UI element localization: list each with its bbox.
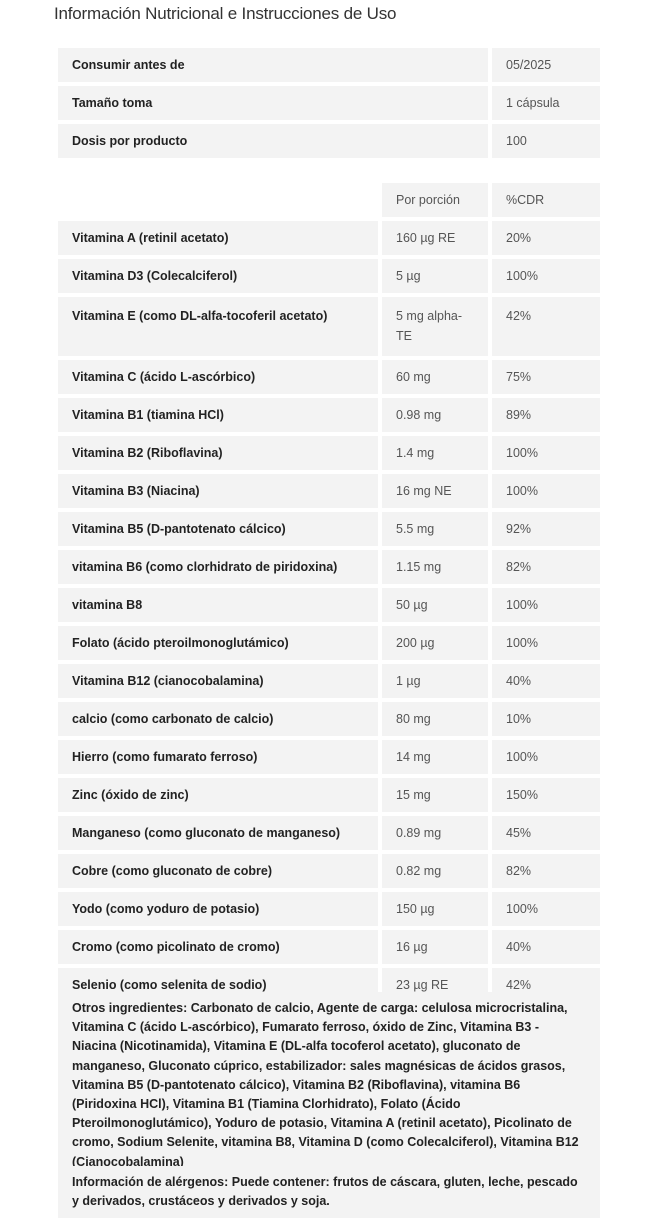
info-value: 05/2025 [492,48,600,82]
nutrient-name: vitamina B8 [58,588,378,622]
nutrient-amount: 200 µg [382,626,488,660]
nutrient-row: vitamina B6 (como clorhidrato de piridox… [58,550,600,584]
nutrient-amount: 0.98 mg [382,398,488,432]
nutrient-cdr: 100% [492,588,600,622]
nutrient-name: Yodo (como yoduro de potasio) [58,892,378,926]
nutrient-cdr: 10% [492,702,600,736]
nutrient-row: Vitamina B3 (Niacina) 16 mg NE 100% [58,474,600,508]
nutrient-cdr: 45% [492,816,600,850]
nutrient-amount: 5 mg alpha-TE [382,297,488,356]
nutrient-name: calcio (como carbonato de calcio) [58,702,378,736]
nutrient-cdr: 100% [492,626,600,660]
product-info-table: Consumir antes de 05/2025 Tamaño toma 1 cáp… [54,44,604,162]
nutrient-cdr: 100% [492,436,600,470]
nutrient-name: Vitamina C (ácido L-ascórbico) [58,360,378,394]
nutrient-name: Vitamina B3 (Niacina) [58,474,378,508]
nutrient-row: vitamina B8 50 µg 100% [58,588,600,622]
other-ingredients: Otros ingredientes: Carbonato de calcio,… [58,992,600,1179]
allergen-info: Información de alérgenos: Puede contener… [58,1166,600,1219]
nutrient-row: Vitamina B2 (Riboflavina) 1.4 mg 100% [58,436,600,470]
nutrient-name: Vitamina B1 (tiamina HCl) [58,398,378,432]
nutrient-name: Hierro (como fumarato ferroso) [58,740,378,774]
nutrient-cdr: 42% [492,297,600,356]
nutrient-row: Cobre (como gluconato de cobre) 0.82 mg 82… [58,854,600,888]
info-row: Tamaño toma 1 cápsula [58,86,600,120]
nutrient-amount: 5 µg [382,259,488,293]
nutrient-amount: 5.5 mg [382,512,488,546]
nutrient-name: Folato (ácido pteroilmonoglutámico) [58,626,378,660]
info-value: 1 cápsula [492,86,600,120]
nutrient-name: Zinc (óxido de zinc) [58,778,378,812]
nutrient-amount: 15 mg [382,778,488,812]
nutrition-table: Por porción %CDR Vitamina A (retinil ace… [54,179,604,1006]
info-value: 100 [492,124,600,158]
nutrient-cdr: 82% [492,854,600,888]
nutrient-name: Vitamina A (retinil acetato) [58,221,378,255]
nutrient-amount: 1.15 mg [382,550,488,584]
nutrient-cdr: 100% [492,740,600,774]
nutrient-row: Vitamina C (ácido L-ascórbico) 60 mg 75% [58,360,600,394]
nutrient-cdr: 20% [492,221,600,255]
cdr-header: %CDR [492,183,600,217]
nutrient-cdr: 100% [492,892,600,926]
nutrient-cdr: 100% [492,474,600,508]
nutrient-row: Vitamina E (como DL-alfa-tocoferil aceta… [58,297,600,356]
nutrient-cdr: 89% [492,398,600,432]
nutrient-name: Vitamina D3 (Colecalciferol) [58,259,378,293]
nutrient-cdr: 40% [492,664,600,698]
nutrient-amount: 1.4 mg [382,436,488,470]
nutrient-amount: 80 mg [382,702,488,736]
nutrient-amount: 0.82 mg [382,854,488,888]
nutrient-amount: 150 µg [382,892,488,926]
nutrient-name: Manganeso (como gluconato de manganeso) [58,816,378,850]
nutrient-amount: 16 mg NE [382,474,488,508]
nutrient-name: Vitamina E (como DL-alfa-tocoferil aceta… [58,297,378,356]
nutrient-cdr: 82% [492,550,600,584]
info-label: Consumir antes de [58,48,488,82]
nutrient-name: Cobre (como gluconato de cobre) [58,854,378,888]
nutrient-name: Vitamina B12 (cianocobalamina) [58,664,378,698]
nutrient-row: calcio (como carbonato de calcio) 80 mg 10… [58,702,600,736]
nutrient-cdr: 40% [492,930,600,964]
nutrient-amount: 14 mg [382,740,488,774]
nutrition-header-row: Por porción %CDR [58,183,600,217]
empty-header-cell [58,183,378,217]
nutrient-amount: 0.89 mg [382,816,488,850]
nutrient-name: Vitamina B2 (Riboflavina) [58,436,378,470]
nutrient-cdr: 75% [492,360,600,394]
nutrient-amount: 160 µg RE [382,221,488,255]
nutrient-amount: 50 µg [382,588,488,622]
nutrient-name: Cromo (como picolinato de cromo) [58,930,378,964]
per-serving-header: Por porción [382,183,488,217]
nutrient-cdr: 92% [492,512,600,546]
info-label: Dosis por producto [58,124,488,158]
nutrient-amount: 1 µg [382,664,488,698]
info-label: Tamaño toma [58,86,488,120]
nutrient-row: Vitamina B12 (cianocobalamina) 1 µg 40% [58,664,600,698]
nutrient-cdr: 100% [492,259,600,293]
nutrient-row: Manganeso (como gluconato de manganeso) 0… [58,816,600,850]
info-row: Dosis por producto 100 [58,124,600,158]
nutrient-row: Vitamina B1 (tiamina HCl) 0.98 mg 89% [58,398,600,432]
nutrient-row: Vitamina B5 (D-pantotenato cálcico) 5.5 m… [58,512,600,546]
nutrient-row: Zinc (óxido de zinc) 15 mg 150% [58,778,600,812]
nutrient-row: Vitamina A (retinil acetato) 160 µg RE 20% [58,221,600,255]
nutrient-row: Hierro (como fumarato ferroso) 14 mg 100% [58,740,600,774]
nutrient-cdr: 150% [492,778,600,812]
nutrient-row: Vitamina D3 (Colecalciferol) 5 µg 100% [58,259,600,293]
nutrient-row: Yodo (como yoduro de potasio) 150 µg 100% [58,892,600,926]
nutrient-row: Cromo (como picolinato de cromo) 16 µg 40% [58,930,600,964]
nutrient-row: Folato (ácido pteroilmonoglutámico) 200 µ… [58,626,600,660]
info-row: Consumir antes de 05/2025 [58,48,600,82]
nutrient-amount: 16 µg [382,930,488,964]
nutrient-amount: 60 mg [382,360,488,394]
page-title: Información Nutricional e Instrucciones … [54,4,397,23]
nutrient-name: vitamina B6 (como clorhidrato de piridox… [58,550,378,584]
nutrient-name: Vitamina B5 (D-pantotenato cálcico) [58,512,378,546]
